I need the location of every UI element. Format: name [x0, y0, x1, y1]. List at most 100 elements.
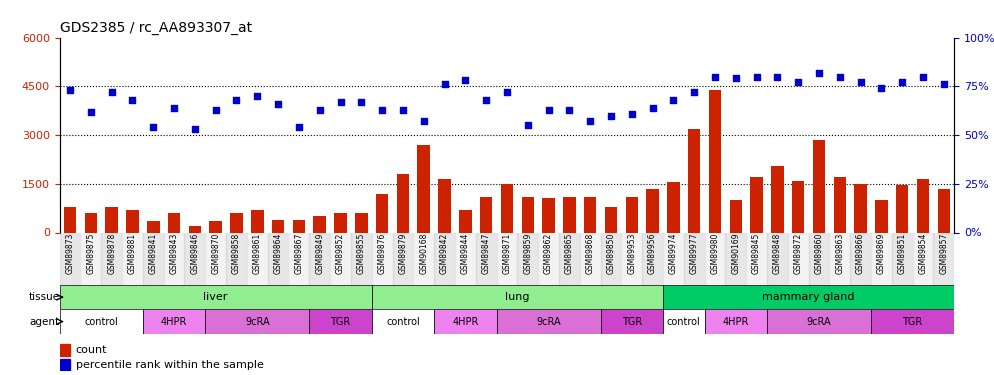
Bar	[330, 232, 351, 285]
Text: GSM89848: GSM89848	[773, 232, 782, 274]
Bar	[580, 232, 600, 285]
Text: 9cRA: 9cRA	[536, 316, 561, 327]
Bar	[896, 185, 909, 232]
Bar	[604, 207, 617, 232]
Bar	[81, 232, 101, 285]
Text: GSM89841: GSM89841	[149, 232, 158, 274]
Bar	[105, 207, 118, 232]
Bar	[271, 219, 284, 232]
Text: GSM89881: GSM89881	[128, 232, 137, 274]
Bar	[434, 232, 455, 285]
Point	[499, 89, 515, 95]
Point	[436, 81, 452, 87]
Point	[249, 93, 265, 99]
Point	[686, 89, 702, 95]
Text: GSM89864: GSM89864	[273, 232, 282, 274]
Bar	[60, 232, 81, 285]
Bar	[709, 90, 722, 232]
Bar	[455, 232, 476, 285]
Bar	[559, 232, 580, 285]
Text: GSM89974: GSM89974	[669, 232, 678, 274]
Text: liver: liver	[204, 292, 228, 302]
Point	[624, 111, 640, 117]
Text: GSM89977: GSM89977	[690, 232, 699, 274]
Point	[748, 74, 764, 80]
Bar	[376, 194, 389, 232]
Bar	[288, 232, 309, 285]
Point	[353, 99, 369, 105]
Bar	[143, 232, 164, 285]
Bar	[808, 232, 829, 285]
Bar	[438, 179, 450, 232]
Point	[124, 97, 140, 103]
Bar	[625, 197, 638, 232]
Bar	[497, 232, 517, 285]
Bar	[231, 213, 243, 232]
Bar	[730, 200, 743, 232]
Text: 9cRA: 9cRA	[245, 316, 269, 327]
Bar	[414, 232, 434, 285]
Text: 4HPR: 4HPR	[161, 316, 187, 327]
Bar	[351, 232, 372, 285]
Text: GSM89870: GSM89870	[211, 232, 221, 274]
Point	[415, 118, 431, 124]
Bar	[667, 182, 680, 232]
FancyBboxPatch shape	[309, 309, 372, 334]
Point	[790, 80, 806, 86]
FancyBboxPatch shape	[663, 309, 705, 334]
Text: 4HPR: 4HPR	[452, 316, 478, 327]
Bar	[60, 344, 71, 356]
Bar	[122, 232, 143, 285]
Bar	[476, 232, 497, 285]
Point	[520, 122, 536, 128]
Point	[769, 74, 785, 80]
Text: GSM89879: GSM89879	[399, 232, 408, 274]
Point	[83, 109, 98, 115]
Bar	[210, 221, 222, 232]
Point	[895, 80, 911, 86]
Text: mammary gland: mammary gland	[762, 292, 855, 302]
Bar	[788, 232, 808, 285]
Text: GSM89851: GSM89851	[898, 232, 907, 274]
Bar	[538, 232, 559, 285]
FancyBboxPatch shape	[60, 309, 143, 334]
FancyBboxPatch shape	[600, 309, 663, 334]
FancyBboxPatch shape	[143, 309, 206, 334]
Point	[166, 105, 182, 111]
Text: GSM89842: GSM89842	[440, 232, 449, 274]
Text: GDS2385 / rc_AA893307_at: GDS2385 / rc_AA893307_at	[60, 21, 251, 35]
Text: GSM89846: GSM89846	[191, 232, 200, 274]
Text: control: control	[667, 316, 701, 327]
Bar	[855, 184, 867, 232]
Point	[874, 85, 890, 91]
Text: GSM89867: GSM89867	[294, 232, 303, 274]
Bar	[517, 232, 538, 285]
Bar	[813, 140, 825, 232]
Bar	[355, 213, 368, 232]
Point	[270, 101, 286, 107]
Text: percentile rank within the sample: percentile rank within the sample	[76, 360, 263, 370]
FancyBboxPatch shape	[434, 309, 497, 334]
Bar	[334, 213, 347, 232]
Point	[395, 106, 411, 112]
Text: GSM89860: GSM89860	[814, 232, 823, 274]
Bar	[126, 210, 139, 232]
Text: control: control	[386, 316, 419, 327]
Bar	[871, 232, 892, 285]
Bar	[726, 232, 746, 285]
Text: GSM89868: GSM89868	[585, 232, 594, 274]
Bar	[309, 232, 330, 285]
Bar	[642, 232, 663, 285]
Text: GSM89871: GSM89871	[502, 232, 512, 274]
Bar	[84, 213, 97, 232]
Point	[936, 81, 952, 87]
Text: GSM89862: GSM89862	[544, 232, 553, 274]
Bar	[750, 177, 762, 232]
Text: GSM90169: GSM90169	[732, 232, 741, 274]
Bar	[892, 232, 912, 285]
Text: agent: agent	[30, 316, 60, 327]
Bar	[621, 232, 642, 285]
Bar	[875, 200, 888, 232]
Bar	[912, 232, 933, 285]
Bar	[834, 177, 846, 232]
